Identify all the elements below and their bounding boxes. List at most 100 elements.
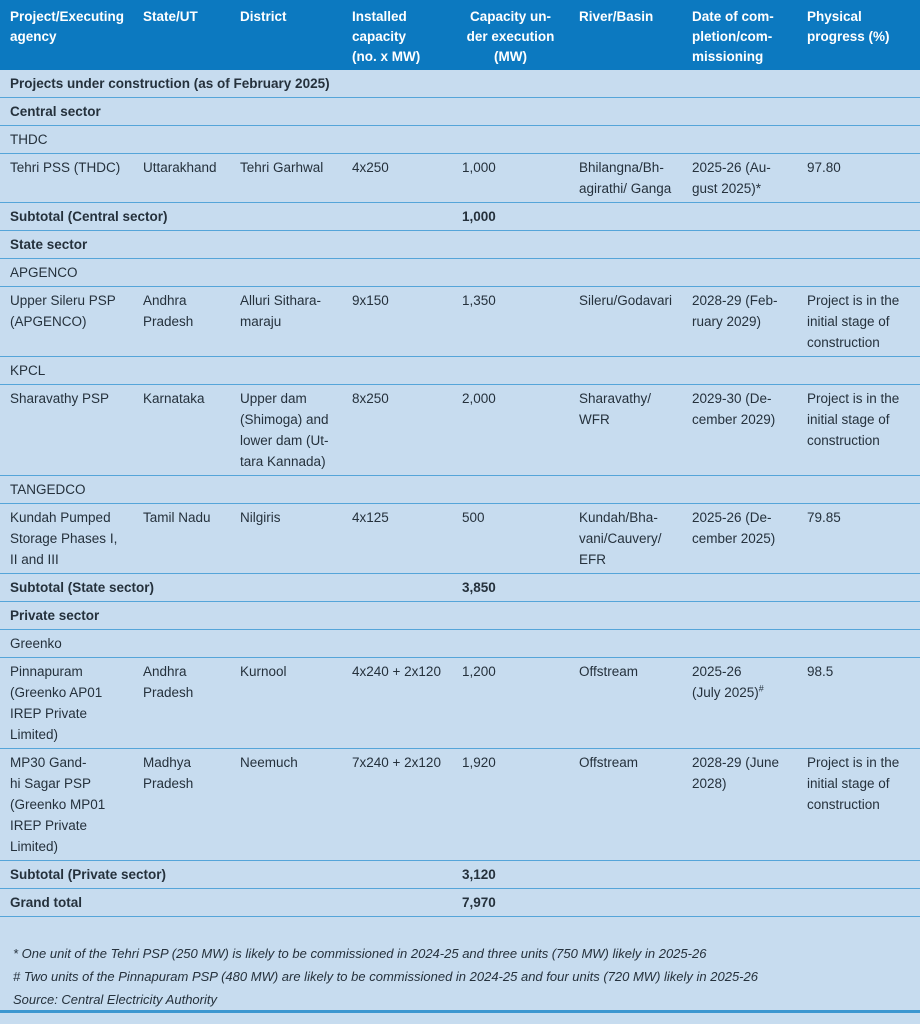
cell-district: Upper dam (Shimoga) and lower dam (Ut- t…	[230, 384, 342, 476]
cell-river: Offstream	[569, 657, 682, 749]
data-row-kundah: Kundah Pumped Storage Phases I, II and I…	[0, 503, 920, 574]
cell-installed: 4x240 + 2x120	[342, 657, 452, 749]
cell-river: Sharavathy/ WFR	[569, 384, 682, 476]
col-header-river-basin: River/Basin	[569, 0, 682, 70]
subtotal-row-central: Subtotal (Central sector) 1,000	[0, 202, 920, 231]
psp-projects-table: Project/Executing agency State/UT Distri…	[0, 0, 920, 917]
footnote-asterisk: * One unit of the Tehri PSP (250 MW) is …	[13, 946, 707, 961]
cell-river: Offstream	[569, 748, 682, 861]
cell-river: Bhilangna/Bh- agirathi/ Ganga	[569, 153, 682, 203]
subtotal-row-private: Subtotal (Private sector) 3,120	[0, 860, 920, 889]
cell-progress: 97.80	[797, 153, 920, 203]
cell-date: 2025-26 (De- cember 2025)	[682, 503, 797, 574]
cell-district: Alluri Sithara- maraju	[230, 286, 342, 357]
cell-river: Sileru/Godavari	[569, 286, 682, 357]
data-row-pinnapuram: Pinnapuram (Greenko AP01 IREP Private Li…	[0, 657, 920, 749]
cell-progress: Project is in the initial stage of const…	[797, 384, 920, 476]
source-note: Source: Central Electricity Authority	[13, 992, 217, 1007]
col-header-project: Project/Executing agency	[0, 0, 133, 70]
cell-project: Sharavathy PSP	[0, 384, 133, 476]
col-header-district: District	[230, 0, 342, 70]
table-header-row: Project/Executing agency State/UT Distri…	[0, 0, 920, 70]
agency-row-apgenco: APGENCO	[0, 258, 920, 287]
agency-label: TANGEDCO	[0, 475, 920, 504]
cell-capacity: 2,000	[452, 384, 569, 476]
cell-capacity: 1,200	[452, 657, 569, 749]
section-row-private-sector: Private sector	[0, 601, 920, 630]
cell-project: Tehri PSS (THDC)	[0, 153, 133, 203]
data-row-mp30-gandhi-sagar: MP30 Gand- hi Sagar PSP (Greenko MP01 IR…	[0, 748, 920, 861]
cell-capacity: 1,000	[452, 153, 569, 203]
footnote-hash: # Two units of the Pinnapuram PSP (480 M…	[13, 969, 758, 984]
cell-installed: 7x240 + 2x120	[342, 748, 452, 861]
cell-capacity: 1,350	[452, 286, 569, 357]
cell-state: Karnataka	[133, 384, 230, 476]
cell-progress: 79.85	[797, 503, 920, 574]
cell-district: Tehri Garhwal	[230, 153, 342, 203]
cell-project: Kundah Pumped Storage Phases I, II and I…	[0, 503, 133, 574]
cell-date: 2028-29 (June 2028)	[682, 748, 797, 861]
agency-row-greenko: Greenko	[0, 629, 920, 658]
agency-label: APGENCO	[0, 258, 920, 287]
date-text: 2025-26 (July 2025)	[692, 664, 759, 700]
cell-installed: 4x125	[342, 503, 452, 574]
subtotal-row-state: Subtotal (State sector) 3,850	[0, 573, 920, 602]
subtotal-capacity: 3,120	[452, 860, 569, 889]
cell-district: Neemuch	[230, 748, 342, 861]
col-header-capacity-under-execution: Capacity un- der execution (MW)	[452, 0, 569, 70]
col-header-installed-capacity: Installed capacity (no. x MW)	[342, 0, 452, 70]
section-row-projects-under-construction: Projects under construction (as of Febru…	[0, 70, 920, 98]
section-label: Projects under construction (as of Febru…	[0, 70, 920, 98]
grand-total-capacity: 7,970	[452, 888, 569, 917]
cell-district: Kurnool	[230, 657, 342, 749]
cell-date: 2025-26 (July 2025)#	[682, 657, 797, 749]
grand-total-filler	[569, 888, 920, 917]
cell-date: 2029-30 (De- cember 2029)	[682, 384, 797, 476]
cell-installed: 4x250	[342, 153, 452, 203]
section-label: Central sector	[0, 97, 920, 126]
subtotal-label: Subtotal (State sector)	[0, 573, 452, 602]
agency-label: KPCL	[0, 356, 920, 385]
cell-date: 2028-29 (Feb- ruary 2029)	[682, 286, 797, 357]
agency-label: THDC	[0, 125, 920, 154]
agency-row-tangedco: TANGEDCO	[0, 475, 920, 504]
cell-capacity: 500	[452, 503, 569, 574]
cell-river: Kundah/Bha- vani/Cauvery/ EFR	[569, 503, 682, 574]
footnote-marker-hash: #	[758, 683, 764, 694]
col-header-completion-date: Date of com- pletion/com- missioning	[682, 0, 797, 70]
section-row-central-sector: Central sector	[0, 97, 920, 126]
data-row-tehri: Tehri PSS (THDC) Uttarakhand Tehri Garhw…	[0, 153, 920, 203]
data-row-sharavathy: Sharavathy PSP Karnataka Upper dam (Shim…	[0, 384, 920, 476]
cell-state: Andhra Pradesh	[133, 657, 230, 749]
cell-state: Madhya Pradesh	[133, 748, 230, 861]
cell-capacity: 1,920	[452, 748, 569, 861]
subtotal-label: Subtotal (Central sector)	[0, 202, 452, 231]
col-header-physical-progress: Physical progress (%)	[797, 0, 920, 70]
section-row-state-sector: State sector	[0, 230, 920, 259]
agency-label: Greenko	[0, 629, 920, 658]
subtotal-capacity: 1,000	[452, 202, 569, 231]
subtotal-filler	[569, 573, 920, 602]
agency-row-thdc: THDC	[0, 125, 920, 154]
grand-total-label: Grand total	[0, 888, 452, 917]
cell-installed: 9x150	[342, 286, 452, 357]
subtotal-label: Subtotal (Private sector)	[0, 860, 452, 889]
data-row-upper-sileru: Upper Sileru PSP (APGENCO) Andhra Prades…	[0, 286, 920, 357]
col-header-state: State/UT	[133, 0, 230, 70]
grand-total-row: Grand total 7,970	[0, 888, 920, 917]
cell-progress: Project is in the initial stage of const…	[797, 286, 920, 357]
cell-progress: Project is in the initial stage of const…	[797, 748, 920, 861]
cell-date: 2025-26 (Au- gust 2025)*	[682, 153, 797, 203]
cell-progress: 98.5	[797, 657, 920, 749]
cell-installed: 8x250	[342, 384, 452, 476]
footnotes-block: * One unit of the Tehri PSP (250 MW) is …	[0, 942, 920, 1011]
section-label: State sector	[0, 230, 920, 259]
cell-project: Pinnapuram (Greenko AP01 IREP Private Li…	[0, 657, 133, 749]
subtotal-filler	[569, 860, 920, 889]
cell-state: Uttarakhand	[133, 153, 230, 203]
cell-state: Tamil Nadu	[133, 503, 230, 574]
agency-row-kpcl: KPCL	[0, 356, 920, 385]
cell-state: Andhra Pradesh	[133, 286, 230, 357]
cell-district: Nilgiris	[230, 503, 342, 574]
